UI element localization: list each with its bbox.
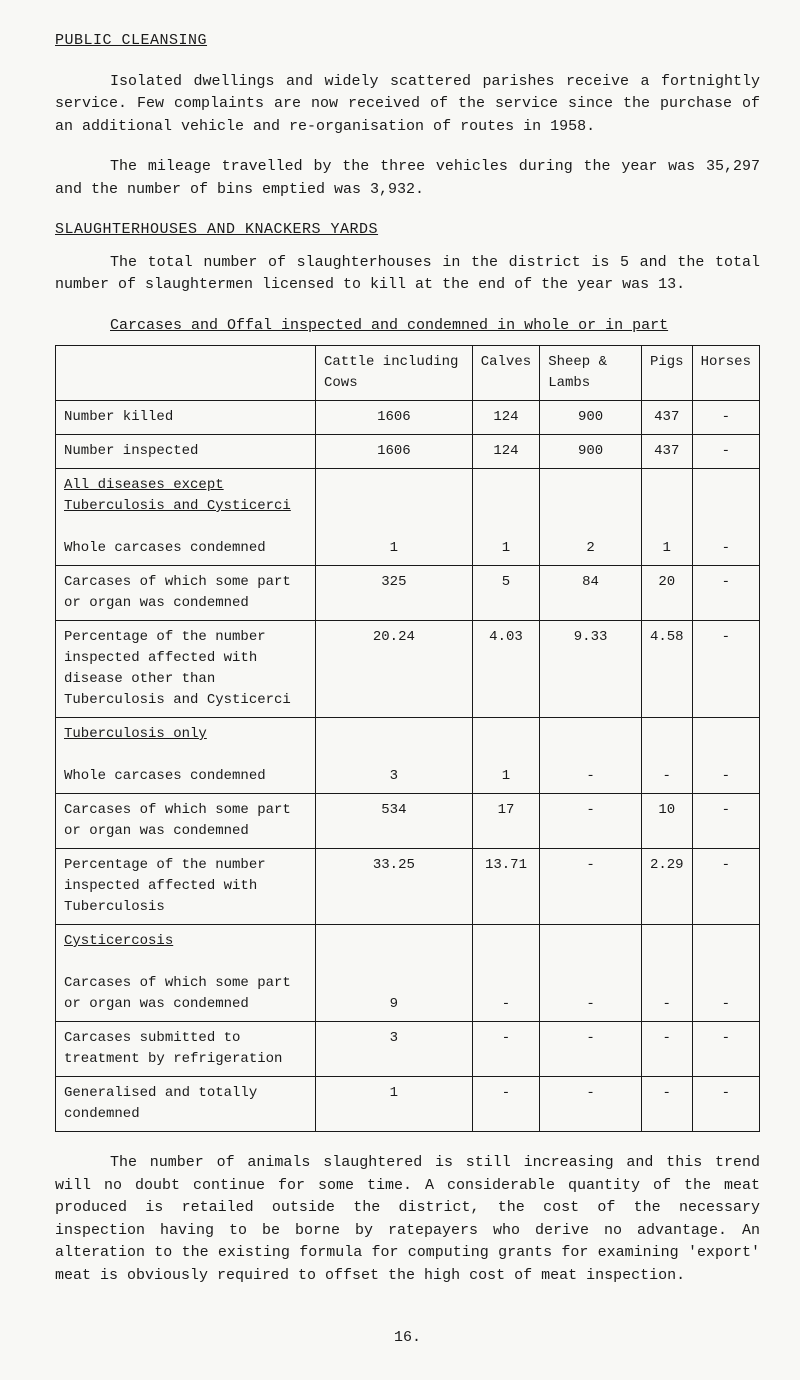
paragraph-3: The total number of slaughterhouses in t… [55, 252, 760, 297]
subheading-slaughterhouses: SLAUGHTERHOUSES AND KNACKERS YARDS [55, 219, 760, 242]
cell: - [641, 925, 692, 1022]
cell: - [641, 718, 692, 794]
paragraph-1: Isolated dwellings and widely scattered … [55, 71, 760, 139]
cell: 17 [472, 794, 539, 849]
row-label: Carcases of which some part or organ was… [56, 566, 316, 621]
row-label: Carcases submitted to treatment by refri… [56, 1022, 316, 1077]
cell: 3 [316, 1022, 473, 1077]
cell: - [692, 621, 759, 718]
row-label-group: Tuberculosis only Whole carcases condemn… [56, 718, 316, 794]
cell: 84 [540, 566, 642, 621]
cell: - [692, 435, 759, 469]
cell: - [692, 1077, 759, 1132]
row-label-group: Cysticercosis Carcases of which some par… [56, 925, 316, 1022]
cell: 325 [316, 566, 473, 621]
row-label: Whole carcases condemned [64, 540, 266, 556]
inspection-table: Cattle including Cows Calves Sheep & Lam… [55, 345, 760, 1132]
cell: - [641, 1022, 692, 1077]
cell: 13.71 [472, 849, 539, 925]
cell: 1 [316, 469, 473, 566]
cell: - [692, 469, 759, 566]
row-label: Carcases of which some part or organ was… [56, 794, 316, 849]
cell: - [692, 794, 759, 849]
row-label: Percentage of the number inspected affec… [56, 621, 316, 718]
group-heading: All diseases except Tuberculosis and Cys… [64, 477, 291, 514]
table-row: Carcases submitted to treatment by refri… [56, 1022, 760, 1077]
cell: 1 [316, 1077, 473, 1132]
col-header-calves: Calves [472, 346, 539, 401]
cell: 3 [316, 718, 473, 794]
group-heading: Cysticercosis [64, 933, 173, 949]
table-row: Percentage of the number inspected affec… [56, 849, 760, 925]
cell: 900 [540, 435, 642, 469]
table-row: All diseases except Tuberculosis and Cys… [56, 469, 760, 566]
cell: - [692, 401, 759, 435]
cell: 534 [316, 794, 473, 849]
row-label: Whole carcases condemned [64, 768, 266, 784]
cell: - [540, 1022, 642, 1077]
cell: 2 [540, 469, 642, 566]
cell: 10 [641, 794, 692, 849]
row-label: Number inspected [56, 435, 316, 469]
row-label-group: All diseases except Tuberculosis and Cys… [56, 469, 316, 566]
cell: 20 [641, 566, 692, 621]
cell: - [472, 1022, 539, 1077]
cell: - [540, 925, 642, 1022]
table-row: Number inspected 1606 124 900 437 - [56, 435, 760, 469]
table-row: Percentage of the number inspected affec… [56, 621, 760, 718]
cell: - [692, 849, 759, 925]
col-header-sheep: Sheep & Lambs [540, 346, 642, 401]
row-label: Number killed [56, 401, 316, 435]
cell: 33.25 [316, 849, 473, 925]
group-heading: Tuberculosis only [64, 726, 207, 742]
cell: 1 [472, 469, 539, 566]
main-heading: PUBLIC CLEANSING [55, 30, 760, 53]
row-label: Percentage of the number inspected affec… [56, 849, 316, 925]
cell: - [692, 925, 759, 1022]
cell: 9.33 [540, 621, 642, 718]
cell: 900 [540, 401, 642, 435]
cell: 437 [641, 401, 692, 435]
table-row: Carcases of which some part or organ was… [56, 566, 760, 621]
cell: 5 [472, 566, 539, 621]
page-number: 16. [55, 1327, 760, 1350]
table-row: Carcases of which some part or organ was… [56, 794, 760, 849]
cell: - [540, 794, 642, 849]
row-label: Generalised and totally condemned [56, 1077, 316, 1132]
cell: - [692, 566, 759, 621]
col-header-horses: Horses [692, 346, 759, 401]
cell: 20.24 [316, 621, 473, 718]
cell: 2.29 [641, 849, 692, 925]
col-header-pigs: Pigs [641, 346, 692, 401]
cell: 9 [316, 925, 473, 1022]
table-row: Generalised and totally condemned 1 - - … [56, 1077, 760, 1132]
cell: 1 [472, 718, 539, 794]
cell: - [472, 925, 539, 1022]
row-label: Carcases of which some part or organ was… [64, 975, 291, 1012]
table-row: Tuberculosis only Whole carcases condemn… [56, 718, 760, 794]
table-row: Number killed 1606 124 900 437 - [56, 401, 760, 435]
cell: 124 [472, 435, 539, 469]
cell: - [641, 1077, 692, 1132]
cell: - [472, 1077, 539, 1132]
cell: - [540, 1077, 642, 1132]
cell: 1606 [316, 401, 473, 435]
cell: 4.58 [641, 621, 692, 718]
cell: 437 [641, 435, 692, 469]
cell: - [692, 718, 759, 794]
table-header-row: Cattle including Cows Calves Sheep & Lam… [56, 346, 760, 401]
table-row: Cysticercosis Carcases of which some par… [56, 925, 760, 1022]
paragraph-4: The number of animals slaughtered is sti… [55, 1152, 760, 1287]
cell: 1606 [316, 435, 473, 469]
cell: 1 [641, 469, 692, 566]
cell: - [540, 718, 642, 794]
cell: 124 [472, 401, 539, 435]
table-title: Carcases and Offal inspected and condemn… [55, 315, 760, 338]
col-header-cattle: Cattle including Cows [316, 346, 473, 401]
cell: - [692, 1022, 759, 1077]
cell: - [540, 849, 642, 925]
cell: 4.03 [472, 621, 539, 718]
col-header-blank [56, 346, 316, 401]
paragraph-2: The mileage travelled by the three vehic… [55, 156, 760, 201]
